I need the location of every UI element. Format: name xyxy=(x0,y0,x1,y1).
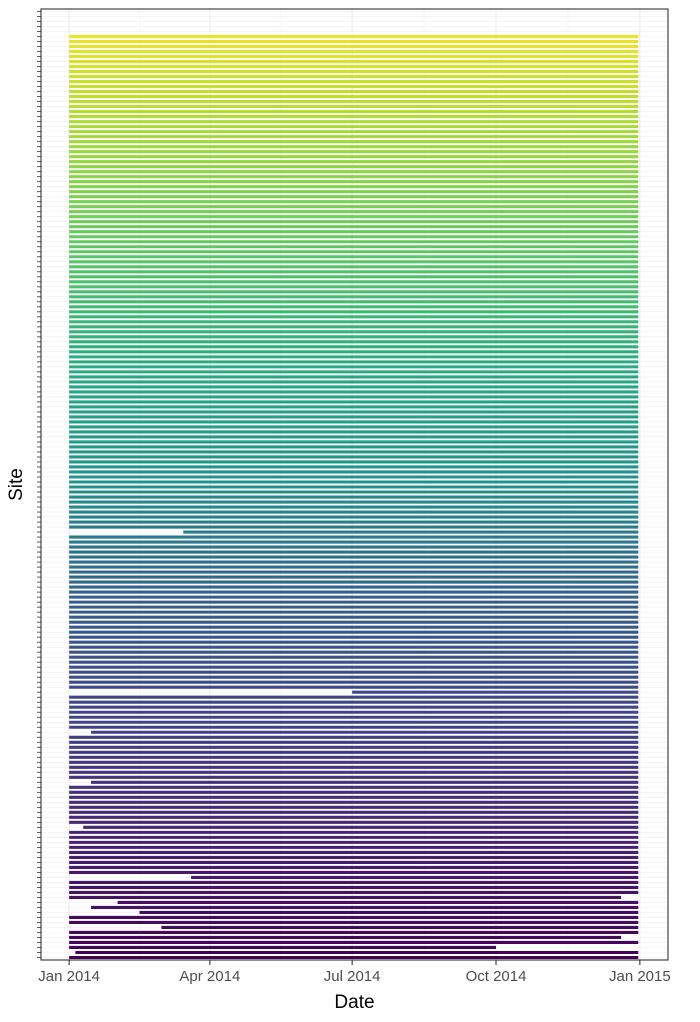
x-tick-label: Jan 2015 xyxy=(609,968,671,985)
x-axis-title: Date xyxy=(334,992,374,1013)
x-tick-label: Jan 2014 xyxy=(38,968,100,985)
x-axis: Jan 2014 Apr 2014 Jul 2014 Oct 2014 Jan 2015 xyxy=(38,960,671,985)
site-segments xyxy=(69,34,639,960)
x-tick-label: Oct 2014 xyxy=(466,968,527,985)
x-tick-label: Jul 2014 xyxy=(324,968,381,985)
plot-area xyxy=(40,8,669,961)
y-axis-ticks xyxy=(37,11,41,958)
panel-border xyxy=(40,8,669,961)
y-axis-title: Site xyxy=(6,468,27,501)
x-tick-label: Apr 2014 xyxy=(179,968,240,985)
